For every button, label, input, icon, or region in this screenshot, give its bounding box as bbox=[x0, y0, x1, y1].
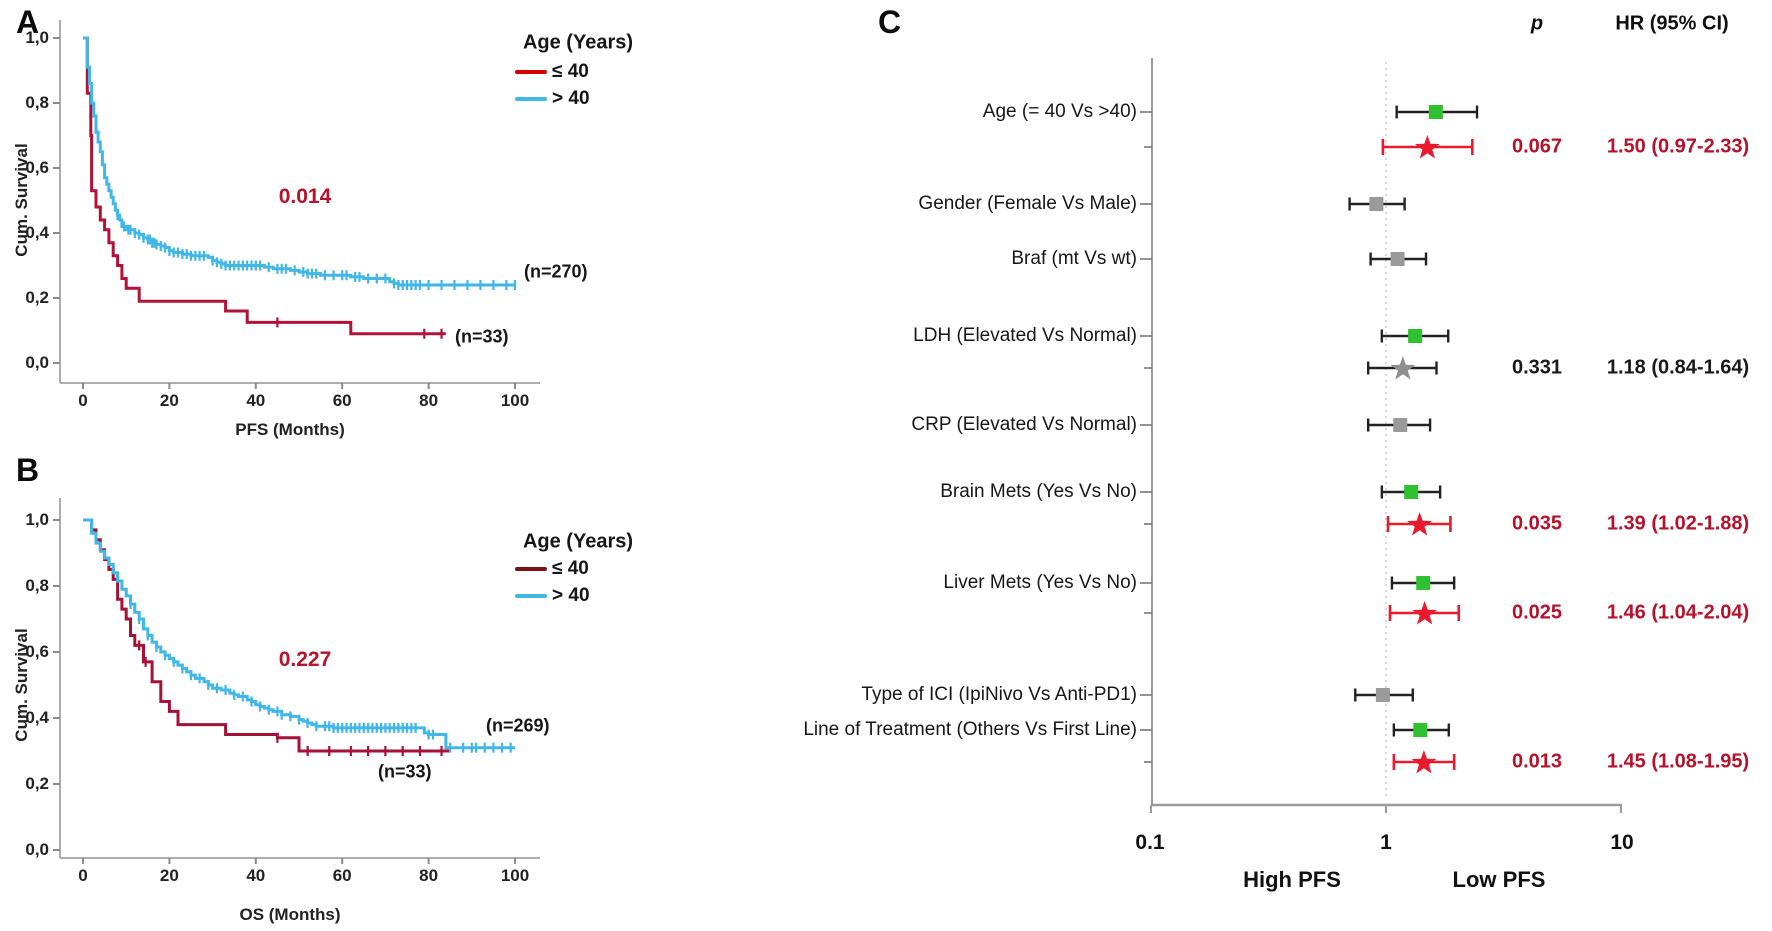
panel-b-x-tick-label: 0 bbox=[78, 866, 88, 885]
forest-p-value-text: 0.013 bbox=[1511, 750, 1563, 773]
panel-b-y-tick-label: 0,0 bbox=[25, 840, 49, 859]
forest-axis-left-label: High PFS bbox=[1243, 867, 1341, 892]
panel-b-legend-title: Age (Years) bbox=[522, 530, 634, 553]
panel-a-n-label-le40: (n=33) bbox=[455, 326, 509, 347]
forest-axis-right-label: Low PFS bbox=[1452, 867, 1546, 892]
forest-hr-ci-text: 1.45 (1.08-1.95) bbox=[1606, 750, 1750, 773]
forest-square-marker bbox=[1393, 418, 1408, 432]
panel-b-legend-label-gt40: > 40 bbox=[552, 585, 590, 606]
panel-a-legend-title: Age (Years) bbox=[522, 31, 634, 54]
panel-a-y-tick-label: 0,4 bbox=[25, 223, 49, 242]
panel-b-y-tick-label: 0,8 bbox=[25, 576, 49, 595]
forest-row-label: CRP (Elevated Vs Normal) bbox=[911, 414, 1137, 435]
panel-a-x-tick-label: 80 bbox=[419, 391, 439, 410]
panel-a-survival-curve-le40 bbox=[83, 36, 446, 336]
panel-b-legend-label-le40: ≤ 40 bbox=[552, 558, 589, 579]
forest-square-marker bbox=[1369, 197, 1384, 211]
forest-row-label: Liver Mets (Yes Vs No) bbox=[943, 572, 1137, 593]
forest-axis-tick-1: 1 bbox=[1380, 831, 1392, 854]
forest-p-value-text: 0.035 bbox=[1511, 512, 1563, 535]
forest-row-label: Age (= 40 Vs >40) bbox=[982, 101, 1137, 122]
forest-row-label: Line of Treatment (Others Vs First Line) bbox=[803, 719, 1137, 740]
panel-b-survival-curve-gt40 bbox=[83, 518, 515, 750]
forest-row-label: Braf (mt Vs wt) bbox=[1011, 248, 1137, 269]
forest-square-marker bbox=[1416, 576, 1431, 590]
forest-square-marker bbox=[1390, 252, 1405, 266]
panel-b-n-label-le40: (n=33) bbox=[378, 761, 432, 782]
panel-a-y-tick-label: 0,2 bbox=[25, 288, 49, 307]
panel-b-letter: B bbox=[16, 452, 41, 488]
panel-a-survival-curve-gt40 bbox=[83, 36, 515, 287]
forest-axis-tick-10: 10 bbox=[1610, 831, 1634, 854]
forest-p-value-text: 0.331 bbox=[1511, 356, 1563, 379]
panel-a-y-tick-label: 0,8 bbox=[25, 93, 49, 112]
panel-a-legend-swatch-le40 bbox=[515, 70, 547, 74]
panel-b-n-label-gt40: (n=269) bbox=[486, 715, 550, 736]
panel-a-y-tick-label: 1,0 bbox=[25, 28, 49, 47]
panel-b-x-tick-label: 40 bbox=[246, 866, 266, 885]
forest-star-marker bbox=[1390, 356, 1416, 380]
panel-a-x-tick-label: 100 bbox=[500, 391, 530, 410]
panel-a-x-tick-label: 60 bbox=[332, 391, 352, 410]
forest-star-marker bbox=[1411, 750, 1437, 774]
panel-b-y-tick-label: 0,4 bbox=[25, 708, 49, 727]
panel-b-x-tick-label: 60 bbox=[332, 866, 352, 885]
forest-row-label: LDH (Elevated Vs Normal) bbox=[913, 325, 1137, 346]
panel-a-y-tick-label: 0,6 bbox=[25, 158, 49, 177]
panel-b-legend-swatch-gt40 bbox=[515, 594, 547, 598]
forest-hr-ci-text: 1.50 (0.97-2.33) bbox=[1606, 135, 1750, 158]
panel-b-y-tick-label: 0,6 bbox=[25, 642, 49, 661]
forest-p-value-text: 0.067 bbox=[1511, 135, 1563, 158]
forest-row-label: Type of ICI (IpiNivo Vs Anti-PD1) bbox=[861, 684, 1137, 705]
forest-star-marker bbox=[1407, 512, 1432, 536]
forest-hr-column-header: HR (95% CI) bbox=[1615, 12, 1729, 35]
forest-square-marker bbox=[1428, 105, 1443, 119]
forest-hr-ci-text: 1.46 (1.04-2.04) bbox=[1606, 601, 1750, 624]
panel-b-x-tick-label: 20 bbox=[159, 866, 179, 885]
panel-b-y-tick-label: 1,0 bbox=[25, 510, 49, 529]
forest-hr-ci-text: 1.39 (1.02-1.88) bbox=[1606, 512, 1750, 535]
panel-a-x-tick-label: 0 bbox=[78, 391, 88, 410]
forest-p-value-text: 0.025 bbox=[1511, 601, 1563, 624]
panel-b-p-value: 0.227 bbox=[278, 648, 332, 671]
forest-row-label: Brain Mets (Yes Vs No) bbox=[940, 481, 1137, 502]
panel-a-p-value: 0.014 bbox=[278, 185, 332, 208]
panel-b-survival-curve-le40 bbox=[83, 518, 451, 753]
panel-a-legend-label-gt40: > 40 bbox=[552, 88, 590, 109]
forest-square-marker bbox=[1408, 329, 1423, 343]
panel-b-x-axis-title: OS (Months) bbox=[239, 905, 341, 924]
forest-star-marker bbox=[1415, 135, 1440, 159]
panel-a-x-tick-label: 40 bbox=[246, 391, 266, 410]
forest-p-column-header: p bbox=[1530, 12, 1544, 35]
forest-square-marker bbox=[1375, 688, 1390, 702]
panel-b-y-tick-label: 0,2 bbox=[25, 774, 49, 793]
forest-square-marker bbox=[1404, 485, 1419, 499]
panel-a-legend-swatch-gt40 bbox=[515, 97, 547, 101]
panel-a-y-tick-label: 0,0 bbox=[25, 353, 49, 372]
panel-a-x-tick-label: 20 bbox=[159, 391, 179, 410]
panel-b-x-tick-label: 100 bbox=[500, 866, 530, 885]
forest-square-marker bbox=[1413, 723, 1428, 737]
panel-b-legend-swatch-le40 bbox=[515, 567, 547, 571]
forest-axis-tick-0p1: 0.1 bbox=[1135, 831, 1165, 854]
panel-a-legend-label-le40: ≤ 40 bbox=[552, 61, 589, 82]
forest-row-label: Gender (Female Vs Male) bbox=[918, 193, 1137, 214]
forest-star-marker bbox=[1412, 601, 1437, 625]
panel-a-letter: A bbox=[16, 4, 41, 40]
panel-b-x-tick-label: 80 bbox=[419, 866, 439, 885]
forest-hr-ci-text: 1.18 (0.84-1.64) bbox=[1606, 356, 1750, 379]
panel-a-x-axis-title: PFS (Months) bbox=[235, 420, 345, 439]
panel-a-n-label-gt40: (n=270) bbox=[524, 261, 588, 282]
panel-c-letter: C bbox=[878, 4, 903, 40]
